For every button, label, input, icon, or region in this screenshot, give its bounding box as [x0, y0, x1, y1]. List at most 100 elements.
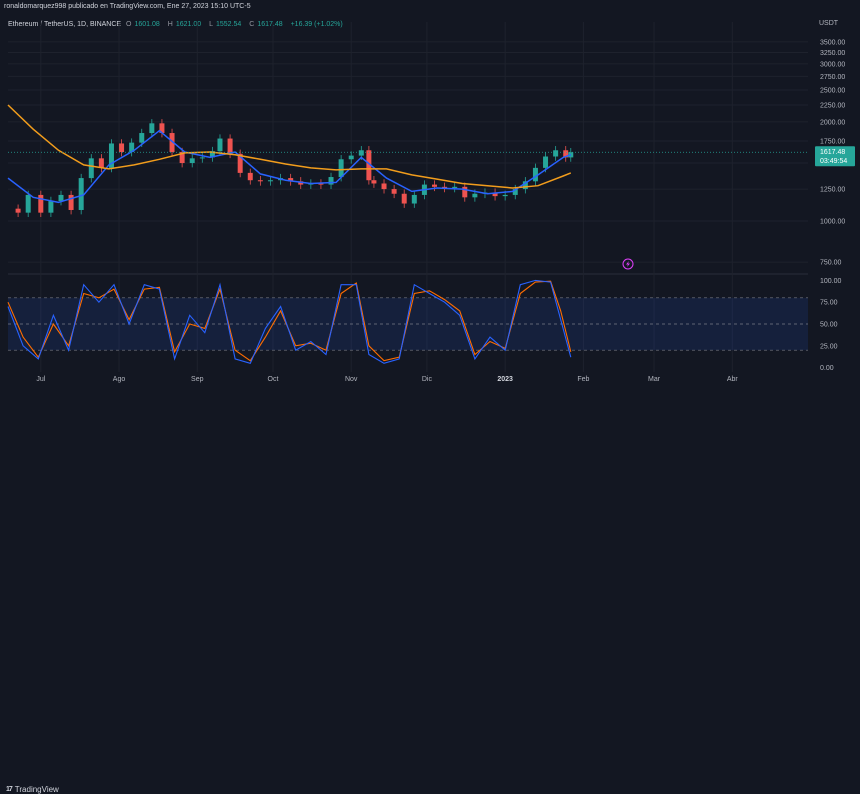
brand-name: TradingView [14, 785, 59, 794]
event-lightning-icon[interactable] [622, 258, 634, 270]
candle-body [512, 189, 518, 195]
candle-body [543, 156, 549, 168]
moving-average-line [7, 129, 572, 204]
candle-body [431, 184, 437, 187]
price-tick-label: 3500.00 [820, 39, 845, 46]
last-price-value: 1617.48 [820, 149, 845, 156]
time-tick-label: Abr [727, 376, 739, 383]
candle-body [149, 123, 155, 134]
stoch-tick-label: 100.00 [820, 278, 842, 285]
candle-body [532, 167, 538, 182]
stochastic-axis: 0.00 25.00 50.00 75.00 100.00 [820, 278, 842, 372]
time-tick-label: Oct [268, 376, 279, 383]
candle-body [366, 150, 372, 181]
candle-body [328, 177, 334, 185]
candle-body [502, 194, 508, 197]
price-chart[interactable]: 750.001000.001250.001500.001750.002000.0… [0, 0, 860, 407]
time-tick-label: Jul [36, 376, 45, 383]
candle-body [25, 194, 31, 213]
lightning-glyph [626, 261, 630, 267]
footer: 17 TradingView [0, 392, 860, 794]
candle-body [227, 138, 233, 154]
time-tick-label: Nov [345, 376, 358, 383]
moving-averages [7, 104, 572, 204]
stoch-tick-label: 75.00 [820, 300, 838, 307]
time-tick-label: Dic [422, 376, 433, 383]
candle-body [318, 183, 324, 185]
price-tick-label: 3000.00 [820, 61, 845, 68]
candle-body [179, 152, 185, 164]
time-axis: Jul Ago Sep Oct Nov Dic 2023 Feb Mar Abr [36, 376, 738, 383]
price-badge: 1617.48 03:49:54 [8, 146, 855, 270]
price-tick-label: 1750.00 [820, 138, 845, 145]
currency-label: USDT [819, 20, 839, 27]
candle-body [472, 193, 478, 198]
candle-body [68, 194, 74, 210]
stoch-line [7, 279, 572, 364]
candle-body [348, 155, 354, 160]
candle-body [237, 153, 243, 173]
candle-body [15, 208, 21, 213]
candle-body [199, 157, 205, 159]
candle-body [267, 180, 273, 182]
candle-body [139, 133, 145, 143]
candle-body [119, 143, 125, 153]
candle-body [391, 189, 397, 194]
candle-body [381, 183, 387, 190]
candle-body [88, 158, 94, 179]
price-tick-label: 2500.00 [820, 87, 845, 94]
price-tick-label: 1250.00 [820, 187, 845, 194]
last-price-badge [815, 146, 855, 167]
candle-body [401, 193, 407, 204]
stochastic-pane [7, 279, 808, 364]
moving-average-line [7, 104, 572, 189]
candle-series [15, 119, 574, 218]
time-tick-label: Feb [577, 376, 589, 383]
candle-body [553, 150, 559, 157]
candle-body [129, 142, 135, 153]
price-tick-label: 3250.00 [820, 50, 845, 57]
candle-body [298, 181, 304, 185]
candle-body [217, 138, 223, 152]
price-tick-label: 750.00 [820, 260, 842, 267]
candle-body [58, 194, 64, 202]
symbol-legend[interactable]: Ethereum / TetherUS, 1D, BINANCE O 1601.0… [8, 21, 346, 28]
candle-body [108, 143, 114, 168]
candle-body [288, 178, 294, 182]
publisher-line: ronaldomarquez998 publicado en TradingVi… [4, 3, 251, 10]
stoch-line [7, 280, 572, 362]
candle-body [189, 158, 195, 164]
symbol-name[interactable]: Ethereum / TetherUS, 1D, BINANCE [8, 21, 122, 28]
price-tick-label: 1000.00 [820, 218, 845, 225]
time-tick-label: Mar [648, 376, 661, 383]
candle-body [492, 192, 498, 197]
stoch-tick-label: 50.00 [820, 322, 838, 329]
candle-body [462, 186, 468, 198]
time-tick-label: Ago [113, 376, 126, 383]
candle-body [48, 201, 54, 213]
price-tick-label: 2250.00 [820, 103, 845, 110]
ohlc-open: O 1601.08 [126, 21, 160, 28]
ohlc-close: C 1617.48 [249, 21, 283, 28]
candle-body [209, 151, 215, 158]
candle-body [257, 180, 263, 182]
price-tick-label: 2750.00 [820, 74, 845, 81]
candle-body [38, 194, 44, 213]
candle-body [563, 150, 569, 158]
time-tick-label: 2023 [497, 376, 513, 383]
candle-body [338, 159, 344, 178]
ohlc-low: L 1552.54 [209, 21, 242, 28]
candle-body [169, 133, 175, 153]
ohlc-high: H 1621.00 [167, 21, 202, 28]
candle-body [452, 186, 458, 188]
candle-body [159, 123, 165, 134]
candle-body [247, 172, 253, 181]
tradingview-logo[interactable]: 17 TradingView [6, 785, 59, 794]
price-tick-label: 2000.00 [820, 119, 845, 126]
candle-body [442, 186, 448, 188]
candle-body [98, 158, 104, 168]
stoch-tick-label: 0.00 [820, 365, 834, 372]
candle-body [358, 150, 364, 156]
stoch-tick-label: 25.00 [820, 343, 838, 350]
candle-body [78, 178, 84, 210]
